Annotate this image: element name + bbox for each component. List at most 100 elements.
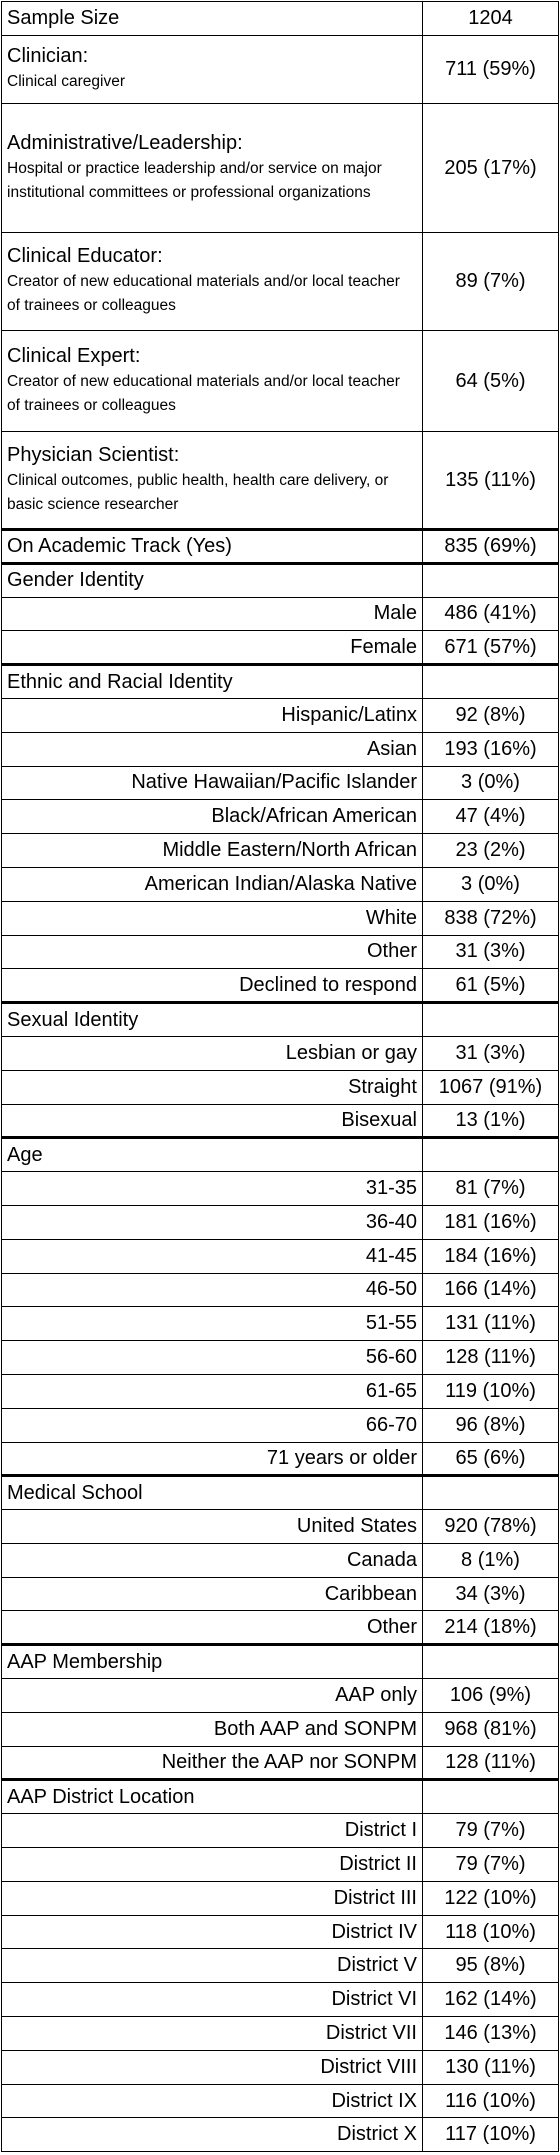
role-label: Clinical Expert: — [7, 344, 141, 367]
row-value: 117 (10%) — [422, 2117, 559, 2153]
section-title: Gender Identity — [1, 561, 423, 598]
row-label: Lesbian or gay — [1, 1035, 423, 1071]
row-value: 119 (10%) — [422, 1373, 559, 1409]
table-row: Lesbian or gay 31 (3%) — [1, 1035, 559, 1071]
table-row: District VII 146 (13%) — [1, 2016, 559, 2051]
row-value: 131 (11%) — [422, 1306, 559, 1342]
table-row: 51-55 131 (11%) — [1, 1306, 559, 1342]
table-row: Physician Scientist: Clinical outcomes, p… — [1, 431, 559, 530]
role-label: Clinician: — [7, 45, 89, 68]
row-label: Asian — [1, 731, 423, 767]
row-value: 128 (11%) — [422, 1745, 559, 1781]
table-row: Hispanic/Latinx 92 (8%) — [1, 697, 559, 733]
row-label: District VI — [1, 1982, 423, 2018]
row-label: District VII — [1, 2016, 423, 2051]
role-cell: Clinical Educator: Creator of new educati… — [1, 232, 423, 331]
table-row: AAP Membership — [1, 1643, 559, 1680]
row-value: 193 (16%) — [422, 731, 559, 767]
table-row: Canada 8 (1%) — [1, 1542, 559, 1578]
table-row: American Indian/Alaska Native 3 (0%) — [1, 866, 559, 902]
row-label: District I — [1, 1813, 423, 1849]
row-value: 135 (11%) — [422, 431, 559, 530]
table-row: Both AAP and SONPM 968 (81%) — [1, 1711, 559, 1747]
row-value: 34 (3%) — [422, 1576, 559, 1612]
table-row: District IV 118 (10%) — [1, 1914, 559, 1950]
table-row: Administrative/Leadership: Hospital or pr… — [1, 103, 559, 234]
section-title: Medical School — [1, 1474, 423, 1511]
row-value: 205 (17%) — [422, 103, 559, 234]
table-row: AAP only 106 (9%) — [1, 1678, 559, 1713]
row-label: Straight — [1, 1069, 423, 1105]
row-value: 184 (16%) — [422, 1238, 559, 1274]
table-row: Bisexual 13 (1%) — [1, 1103, 559, 1139]
row-label: Bisexual — [1, 1103, 423, 1139]
table-row: Clinical Expert: Creator of new education… — [1, 329, 559, 433]
table-row: District VIII 130 (11%) — [1, 2049, 559, 2085]
table-row: Age — [1, 1136, 559, 1173]
row-value: 1204 — [422, 1, 559, 36]
role-description: Clinical caregiver — [7, 73, 126, 91]
row-label: AAP only — [1, 1678, 423, 1713]
table-row: Native Hawaiian/Pacific Islander 3 (0%) — [1, 765, 559, 801]
table-row: Middle Eastern/North African 23 (2%) — [1, 833, 559, 868]
row-value: 3 (0%) — [422, 866, 559, 902]
role-cell: Administrative/Leadership: Hospital or pr… — [1, 103, 423, 234]
row-label: Sample Size — [1, 1, 423, 36]
table-row: Straight 1067 (91%) — [1, 1069, 559, 1105]
row-value: 116 (10%) — [422, 2083, 559, 2119]
row-value: 835 (69%) — [422, 527, 559, 564]
row-value: 130 (11%) — [422, 2049, 559, 2085]
row-label: District IX — [1, 2083, 423, 2119]
table-row: 61-65 119 (10%) — [1, 1373, 559, 1409]
table-row: Declined to respond 61 (5%) — [1, 968, 559, 1004]
role-description: Hospital or practice leadership and/or s… — [7, 159, 382, 201]
row-value: 79 (7%) — [422, 1813, 559, 1849]
row-label: 71 years or older — [1, 1441, 423, 1477]
row-value: 106 (9%) — [422, 1678, 559, 1713]
role-cell: Clinician: Clinical caregiver — [1, 34, 423, 105]
row-value: 1067 (91%) — [422, 1069, 559, 1105]
row-value: 81 (7%) — [422, 1171, 559, 1206]
table-row: 36-40 181 (16%) — [1, 1204, 559, 1240]
row-value: 711 (59%) — [422, 34, 559, 105]
table-row: Other 31 (3%) — [1, 934, 559, 970]
table-row: Sample Size 1204 — [1, 1, 559, 36]
row-value: 47 (4%) — [422, 799, 559, 835]
table-row: District I 79 (7%) — [1, 1813, 559, 1849]
row-label: Both AAP and SONPM — [1, 1711, 423, 1747]
table-row: Asian 193 (16%) — [1, 731, 559, 767]
table-row: Black/African American 47 (4%) — [1, 799, 559, 835]
row-value: 79 (7%) — [422, 1847, 559, 1882]
row-label: American Indian/Alaska Native — [1, 866, 423, 902]
row-label: Native Hawaiian/Pacific Islander — [1, 765, 423, 801]
table-row: Clinical Educator: Creator of new educati… — [1, 232, 559, 331]
table-row: 46-50 166 (14%) — [1, 1272, 559, 1308]
row-value: 96 (8%) — [422, 1407, 559, 1443]
row-value: 122 (10%) — [422, 1880, 559, 1916]
table-row: Neither the AAP nor SONPM 128 (11%) — [1, 1745, 559, 1781]
table-row: Clinician: Clinical caregiver 711 (59%) — [1, 34, 559, 105]
table-row: Other 214 (18%) — [1, 1610, 559, 1646]
row-value: 31 (3%) — [422, 934, 559, 970]
row-label: 66-70 — [1, 1407, 423, 1443]
table-row: 66-70 96 (8%) — [1, 1407, 559, 1443]
row-value: 214 (18%) — [422, 1610, 559, 1646]
table-row: Sexual Identity — [1, 1001, 559, 1037]
row-value: 89 (7%) — [422, 232, 559, 331]
table-row: Male 486 (41%) — [1, 596, 559, 632]
row-label: Hispanic/Latinx — [1, 697, 423, 733]
table-row: United States 920 (78%) — [1, 1509, 559, 1544]
table-row: 56-60 128 (11%) — [1, 1340, 559, 1375]
row-value: 486 (41%) — [422, 596, 559, 632]
row-value: 65 (6%) — [422, 1441, 559, 1477]
table-row: White 838 (72%) — [1, 900, 559, 936]
role-description: Clinical outcomes, public health, health… — [7, 471, 389, 513]
row-value: 8 (1%) — [422, 1542, 559, 1578]
table-row: District X 117 (10%) — [1, 2117, 559, 2153]
empty-cell — [422, 663, 559, 699]
table-row: Medical School — [1, 1474, 559, 1511]
table-row: 41-45 184 (16%) — [1, 1238, 559, 1274]
role-description: Creator of new educational materials and… — [7, 273, 400, 315]
row-label: District VIII — [1, 2049, 423, 2085]
row-label: 41-45 — [1, 1238, 423, 1274]
